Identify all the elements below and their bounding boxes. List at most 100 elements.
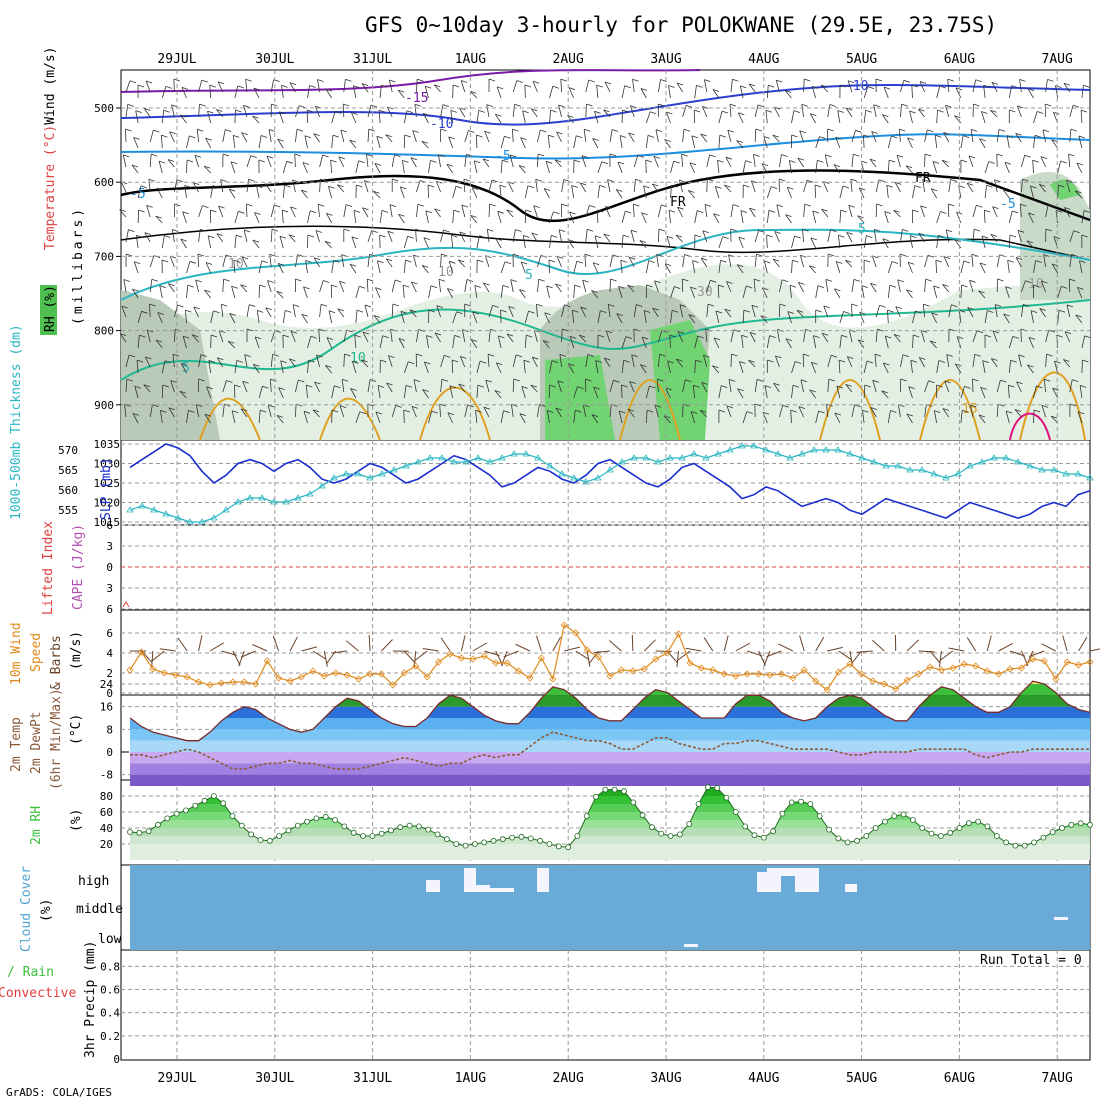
wind-barb — [253, 88, 260, 99]
wind-barb-flag — [796, 309, 804, 313]
wind-barb — [658, 79, 661, 93]
rh2m-point — [238, 822, 245, 829]
wind10m-barb — [552, 636, 562, 652]
wind-barb-flag — [1025, 280, 1032, 284]
wind-barb-flag — [1053, 236, 1061, 240]
wind-barb — [351, 236, 357, 249]
left-labels: Temperature (°C)Wind (m/s) RH (%) (milli… — [0, 46, 123, 1058]
wind-barb — [850, 179, 853, 193]
wind-barb — [220, 304, 224, 318]
wind-barb-flag — [876, 203, 883, 207]
wind-barb — [966, 183, 974, 193]
wind-barb-flag — [809, 265, 816, 269]
wind10m-barb — [564, 646, 580, 652]
wind-barb-flag — [974, 353, 981, 357]
wind-barb — [798, 406, 804, 418]
wind-barb — [573, 261, 578, 274]
wind-barb — [149, 255, 155, 268]
wind-barb-flag — [479, 360, 487, 364]
wind-barb — [895, 306, 901, 318]
rh2m-point — [192, 802, 199, 809]
wind-barb — [416, 180, 421, 193]
wind-barb-flag — [738, 236, 745, 240]
date-label-bottom: 4AUG — [748, 1071, 779, 1086]
wind-barb-flag — [427, 184, 435, 188]
wind-barb-flag — [775, 355, 782, 359]
wind-barb-flag — [489, 203, 496, 207]
wind-barb — [617, 161, 623, 174]
wind-barb-flag — [727, 129, 734, 133]
wind-barb-flag — [410, 157, 418, 161]
wind-barb-flag — [1073, 230, 1080, 234]
wind-barb — [389, 204, 393, 218]
wind-barb — [337, 184, 345, 193]
wind-barb — [169, 255, 175, 268]
wind-barb — [397, 89, 405, 99]
label-fr-b: FR — [915, 171, 931, 186]
wind-barb-flag — [448, 136, 455, 140]
wind-barb — [264, 183, 272, 193]
wind-barb — [569, 336, 575, 349]
wind-barb — [873, 104, 877, 118]
wind-barb-flag — [504, 135, 511, 139]
wind-barb — [898, 129, 901, 143]
wind10m-barb — [655, 650, 672, 653]
wind-barb — [495, 362, 502, 374]
wind-barb-flag — [659, 353, 666, 357]
wind-barb-flag — [544, 188, 551, 191]
wind-barb-flag — [899, 253, 907, 257]
y-tick-labels: 5006007008009001035103010251020101557056… — [58, 102, 121, 1066]
wind-barb-flag — [818, 410, 825, 414]
wind-barb — [520, 137, 526, 149]
wind-barb — [125, 104, 129, 118]
wind-barb-flag — [594, 235, 602, 239]
thickness-point — [498, 454, 506, 461]
wind-barb — [258, 386, 263, 399]
wind-barb-flag — [800, 379, 808, 383]
wind-barb-flag — [324, 240, 332, 244]
isotherm-minus15a — [120, 69, 701, 93]
wind-barb — [184, 185, 187, 199]
wind-barb-flag — [436, 305, 443, 309]
wind-barb — [144, 356, 151, 368]
wind10m-point — [355, 675, 363, 683]
wind-barb-flag — [616, 189, 623, 192]
rh2m-point — [714, 785, 721, 791]
wind-barb-flag — [184, 184, 191, 188]
wind-barb — [802, 229, 804, 243]
wind-barb — [910, 360, 913, 374]
label-minmax: (6hr Min/Max) — [49, 688, 64, 790]
wind-barb-flag — [736, 140, 743, 143]
wind-barb-flag — [353, 210, 361, 213]
wind-barb — [149, 404, 153, 418]
wind10m-barb — [331, 650, 348, 654]
wind-barb — [546, 285, 550, 299]
wind-barb — [970, 129, 974, 143]
wind-barb — [1021, 280, 1026, 293]
wind-barb — [169, 131, 175, 143]
wind-barb-flag — [234, 384, 241, 388]
wind-barb — [900, 354, 904, 368]
wind10m-point — [720, 670, 728, 678]
wind-barb-flag — [313, 257, 321, 261]
wind-barb-flag — [691, 135, 699, 139]
wind-barb-flag — [622, 234, 630, 238]
wind-barb-flag — [712, 365, 719, 369]
wind-barb-flag — [903, 79, 910, 83]
wind-barb-flag — [382, 335, 389, 339]
wind-barb-flag — [990, 233, 998, 237]
wind-barb-flag — [718, 284, 725, 288]
wind-barb — [764, 385, 768, 399]
rh2m-point — [900, 811, 907, 818]
label-fr-a: FR — [670, 195, 686, 210]
wind-barb — [544, 312, 550, 324]
wind-barb-flag — [210, 209, 217, 213]
wind-barb — [873, 229, 877, 243]
wind-barb-flag — [690, 286, 697, 290]
rh2m-point — [201, 797, 208, 804]
wind10m-point — [983, 667, 991, 675]
wind-barb-flag — [292, 304, 300, 307]
wind-barb-flag — [866, 235, 873, 238]
wind-barb-flag — [627, 408, 635, 412]
wind-barb — [884, 211, 889, 224]
